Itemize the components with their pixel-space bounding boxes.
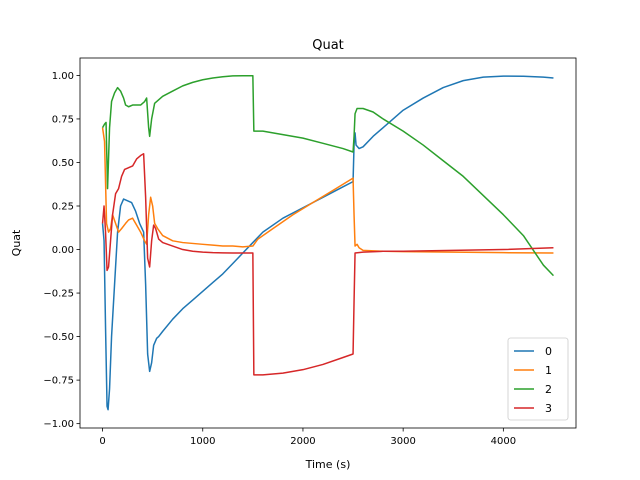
series-line-2 bbox=[101, 75, 554, 277]
x-tick-label: 2000 bbox=[290, 436, 315, 447]
legend-label-3: 3 bbox=[545, 402, 552, 415]
y-axis: −1.00 −0.75 −0.50 −0.25 0.00 0.25 0.50 0.75 1.00 bbox=[43, 71, 80, 430]
x-tick-label: 4000 bbox=[491, 436, 516, 447]
y-tick-label: 1.00 bbox=[52, 71, 74, 82]
x-axis: 0 1000 2000 3000 4000 bbox=[99, 428, 516, 447]
series-line-1 bbox=[101, 127, 554, 254]
chart-title: Quat bbox=[312, 38, 344, 53]
legend-box bbox=[507, 337, 569, 421]
y-tick-label: 0.00 bbox=[52, 245, 74, 256]
y-tick-label: −0.75 bbox=[43, 376, 74, 387]
y-tick-label: 0.50 bbox=[52, 158, 74, 169]
legend-label-1: 1 bbox=[545, 364, 552, 377]
y-tick-label: −0.25 bbox=[43, 289, 74, 300]
legend-label-2: 2 bbox=[545, 383, 552, 396]
x-tick-label: 1000 bbox=[190, 436, 215, 447]
y-tick-label: −0.50 bbox=[43, 332, 74, 343]
y-tick-label: −1.00 bbox=[43, 419, 74, 430]
x-axis-label: Time (s) bbox=[305, 458, 351, 471]
x-tick-label: 3000 bbox=[390, 436, 415, 447]
series-line-0 bbox=[101, 75, 554, 411]
series-line-3 bbox=[101, 153, 554, 376]
y-tick-label: 0.25 bbox=[52, 202, 74, 213]
legend-label-0: 0 bbox=[545, 345, 552, 358]
axes-frame bbox=[79, 57, 577, 429]
plot-area bbox=[101, 75, 554, 411]
y-axis-label: Quat bbox=[10, 229, 23, 256]
x-tick-label: 0 bbox=[99, 436, 105, 447]
legend: 0 1 2 3 bbox=[507, 337, 569, 421]
y-tick-label: 0.75 bbox=[52, 114, 74, 125]
